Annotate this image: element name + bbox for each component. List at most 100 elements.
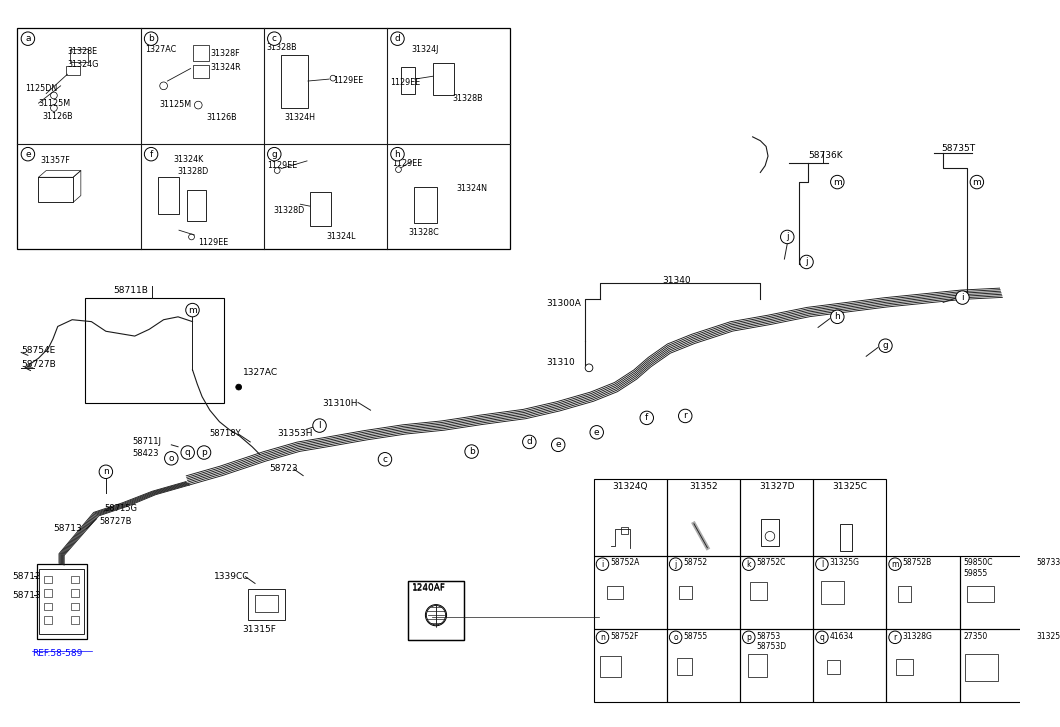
Text: q: q: [819, 632, 825, 642]
Circle shape: [800, 255, 813, 269]
Text: 58713: 58713: [13, 591, 41, 600]
Text: g: g: [883, 341, 888, 350]
Text: o: o: [673, 632, 678, 642]
Bar: [761, 519, 779, 546]
Bar: [966, 654, 999, 680]
Circle shape: [590, 425, 603, 439]
Text: 58754E: 58754E: [21, 346, 55, 355]
Text: n: n: [103, 467, 109, 476]
Text: 31315F: 31315F: [243, 624, 277, 634]
Text: i: i: [601, 560, 603, 569]
Text: 31328B: 31328B: [267, 44, 297, 52]
Text: l: l: [318, 421, 321, 430]
Bar: [827, 660, 841, 674]
Text: g: g: [271, 150, 277, 158]
Text: 31328E: 31328E: [68, 47, 98, 56]
Bar: [813, 629, 886, 702]
Text: 58753
58753D: 58753 58753D: [757, 632, 787, 651]
Bar: [1032, 555, 1060, 629]
Circle shape: [815, 631, 828, 643]
Text: d: d: [527, 438, 532, 446]
Text: 1125DN: 1125DN: [25, 84, 57, 93]
Bar: [968, 586, 994, 602]
Text: d: d: [394, 34, 401, 43]
Bar: [1032, 629, 1060, 702]
Bar: [813, 555, 886, 629]
Text: 31324Q: 31324Q: [613, 482, 648, 491]
Bar: [85, 297, 225, 403]
Bar: [896, 659, 914, 675]
Text: k: k: [746, 560, 752, 569]
Text: 58735T: 58735T: [941, 144, 975, 153]
Bar: [248, 589, 285, 620]
Bar: [434, 63, 455, 95]
Circle shape: [596, 558, 608, 571]
Circle shape: [100, 465, 112, 478]
Circle shape: [640, 411, 654, 425]
Bar: [740, 629, 813, 702]
Bar: [740, 555, 813, 629]
Text: 31357F: 31357F: [40, 156, 70, 165]
Text: 31125M: 31125M: [38, 100, 71, 108]
Circle shape: [313, 419, 326, 433]
Bar: [194, 45, 209, 61]
Text: e: e: [594, 427, 600, 437]
Bar: [959, 629, 1032, 702]
Text: p: p: [746, 632, 752, 642]
Bar: [67, 65, 80, 76]
Circle shape: [144, 148, 158, 161]
Text: 58712: 58712: [13, 572, 41, 581]
Text: 1240AF: 1240AF: [412, 583, 446, 593]
Circle shape: [378, 452, 392, 466]
Text: b: b: [469, 447, 475, 456]
Bar: [600, 656, 621, 677]
Circle shape: [742, 631, 755, 643]
Bar: [281, 55, 308, 108]
Text: b: b: [148, 34, 154, 43]
Circle shape: [742, 558, 755, 571]
Text: m: m: [972, 177, 982, 187]
Bar: [594, 629, 667, 702]
Circle shape: [181, 446, 194, 459]
Bar: [45, 576, 52, 583]
Text: 31353H: 31353H: [277, 430, 313, 438]
Text: 1129EE: 1129EE: [267, 161, 298, 170]
Circle shape: [186, 303, 199, 317]
Bar: [45, 589, 52, 597]
Text: m: m: [188, 305, 197, 315]
Text: 58727B: 58727B: [100, 517, 131, 526]
Text: p: p: [201, 448, 207, 457]
Text: e: e: [25, 150, 31, 158]
Bar: [408, 581, 464, 640]
Text: 58723: 58723: [269, 464, 298, 473]
Bar: [158, 177, 179, 214]
Bar: [813, 478, 886, 555]
Circle shape: [956, 291, 969, 305]
Circle shape: [780, 230, 794, 244]
Text: 31324H: 31324H: [285, 113, 316, 122]
Circle shape: [391, 32, 404, 45]
Text: 31328C: 31328C: [408, 228, 439, 237]
Text: 31328D: 31328D: [273, 206, 304, 215]
Text: 59850C
59855: 59850C 59855: [964, 558, 993, 578]
Text: 41634: 41634: [830, 632, 854, 640]
Text: c: c: [383, 455, 388, 464]
Text: 31324K: 31324K: [173, 155, 204, 164]
Text: r: r: [684, 411, 687, 420]
Text: 31324N: 31324N: [456, 184, 488, 193]
Bar: [70, 49, 88, 62]
Text: 27350: 27350: [964, 632, 988, 640]
Circle shape: [831, 310, 844, 324]
Text: i: i: [961, 293, 964, 302]
Text: 31126B: 31126B: [206, 113, 236, 122]
Text: o: o: [169, 454, 174, 463]
Bar: [71, 616, 78, 624]
Text: 58727B: 58727B: [21, 360, 56, 369]
Circle shape: [164, 451, 178, 465]
Text: 31325G: 31325G: [830, 558, 860, 567]
Circle shape: [669, 558, 682, 571]
Text: 1129EE: 1129EE: [392, 159, 422, 168]
Text: REF.58-589: REF.58-589: [32, 649, 82, 658]
Text: j: j: [785, 233, 789, 241]
Text: q: q: [184, 448, 191, 457]
